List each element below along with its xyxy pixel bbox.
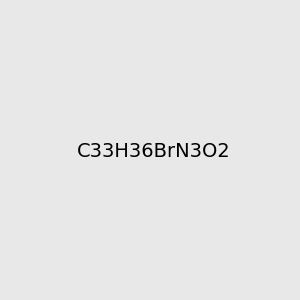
Text: C33H36BrN3O2: C33H36BrN3O2 bbox=[77, 142, 231, 161]
